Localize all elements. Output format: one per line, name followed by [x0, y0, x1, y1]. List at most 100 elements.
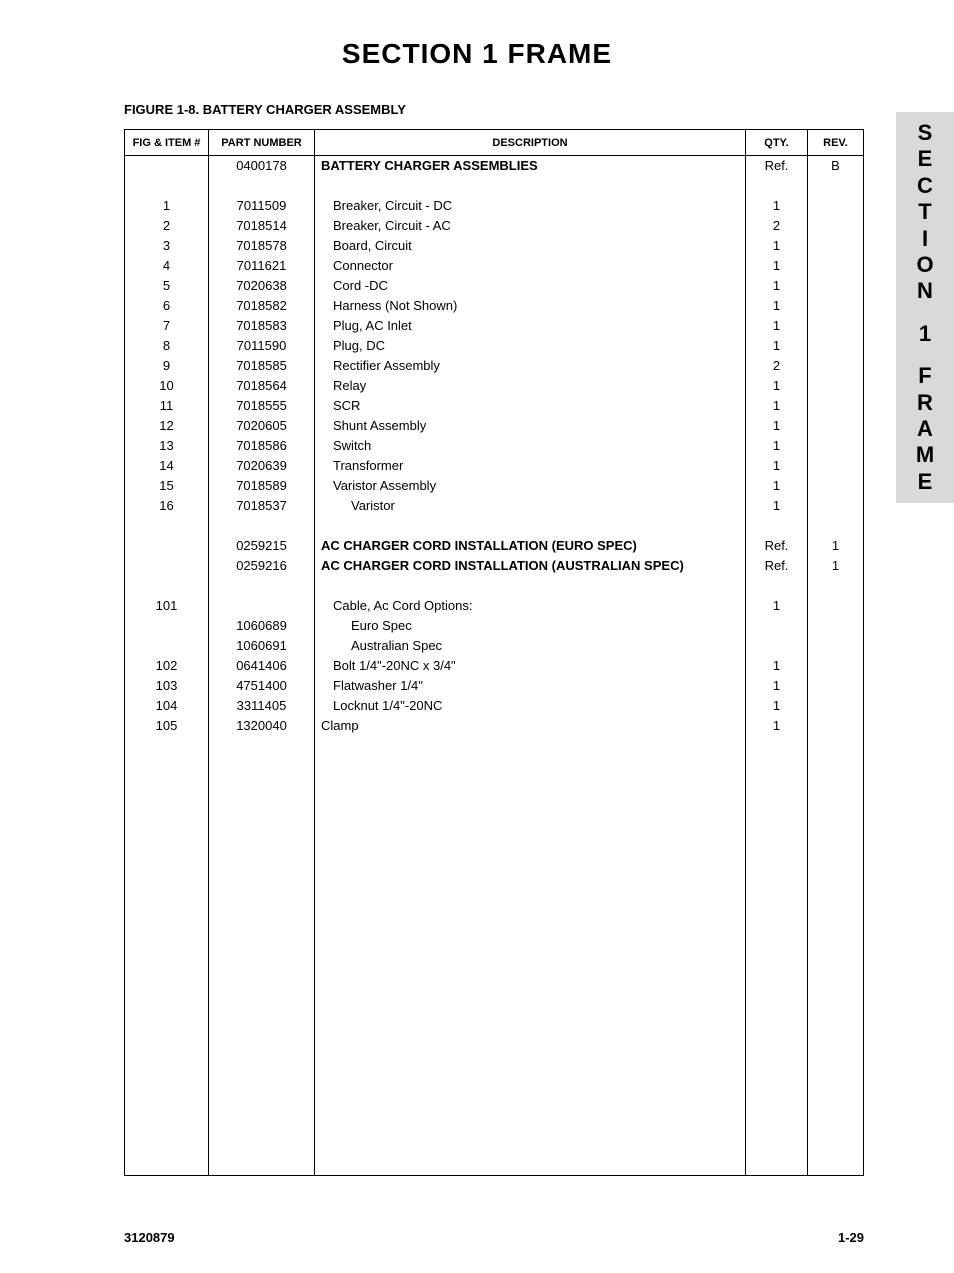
- cell-fig: 5: [125, 276, 209, 296]
- cell-rev: [808, 456, 864, 476]
- cell-desc: [315, 856, 746, 876]
- cell-part: [209, 516, 315, 536]
- table-row: [125, 576, 864, 596]
- cell-qty: 1: [746, 336, 808, 356]
- cell-rev: B: [808, 156, 864, 176]
- cell-fig: [125, 1076, 209, 1096]
- cell-fig: 11: [125, 396, 209, 416]
- cell-qty: 1: [746, 256, 808, 276]
- table-row: 0400178BATTERY CHARGER ASSEMBLIESRef.B: [125, 156, 864, 176]
- cell-qty: [746, 1136, 808, 1156]
- cell-desc: [315, 1036, 746, 1056]
- cell-fig: 8: [125, 336, 209, 356]
- cell-rev: [808, 956, 864, 976]
- cell-desc: Varistor Assembly: [315, 476, 746, 496]
- cell-part: [209, 996, 315, 1016]
- cell-rev: [808, 816, 864, 836]
- table-row: [125, 896, 864, 916]
- cell-part: 7018564: [209, 376, 315, 396]
- cell-qty: [746, 956, 808, 976]
- cell-desc: Euro Spec: [315, 616, 746, 636]
- cell-qty: 1: [746, 196, 808, 216]
- cell-qty: [746, 856, 808, 876]
- cell-rev: [808, 436, 864, 456]
- cell-part: 0641406: [209, 656, 315, 676]
- header-qty: QTY.: [746, 130, 808, 156]
- cell-fig: [125, 776, 209, 796]
- cell-fig: 6: [125, 296, 209, 316]
- cell-qty: [746, 796, 808, 816]
- cell-rev: [808, 716, 864, 736]
- cell-desc: [315, 916, 746, 936]
- cell-rev: [808, 516, 864, 536]
- table-row: [125, 176, 864, 196]
- cell-desc: [315, 1116, 746, 1136]
- cell-desc: Bolt 1/4"-20NC x 3/4": [315, 656, 746, 676]
- cell-fig: [125, 576, 209, 596]
- cell-qty: [746, 916, 808, 936]
- cell-qty: 1: [746, 716, 808, 736]
- side-tab-letter: S: [896, 120, 954, 146]
- cell-desc: Switch: [315, 436, 746, 456]
- side-tab-letter: R: [896, 390, 954, 416]
- cell-desc: [315, 996, 746, 1016]
- cell-qty: 1: [746, 476, 808, 496]
- cell-qty: 1: [746, 236, 808, 256]
- cell-part: 7018537: [209, 496, 315, 516]
- cell-desc: Board, Circuit: [315, 236, 746, 256]
- cell-rev: [808, 976, 864, 996]
- cell-desc: Varistor: [315, 496, 746, 516]
- cell-desc: Shunt Assembly: [315, 416, 746, 436]
- table-row: 67018582Harness (Not Shown)1: [125, 296, 864, 316]
- cell-part: [209, 1056, 315, 1076]
- cell-rev: [808, 476, 864, 496]
- table-row: [125, 996, 864, 1016]
- table-row: [125, 816, 864, 836]
- cell-fig: 10: [125, 376, 209, 396]
- cell-fig: 103: [125, 676, 209, 696]
- cell-fig: 16: [125, 496, 209, 516]
- cell-part: [209, 736, 315, 756]
- cell-desc: [315, 956, 746, 976]
- cell-rev: [808, 336, 864, 356]
- footer-right: 1-29: [838, 1230, 864, 1245]
- cell-part: 7011590: [209, 336, 315, 356]
- table-row: 101Cable, Ac Cord Options:1: [125, 596, 864, 616]
- table-row: 127020605Shunt Assembly1: [125, 416, 864, 436]
- table-row: 107018564Relay1: [125, 376, 864, 396]
- cell-desc: Flatwasher 1/4": [315, 676, 746, 696]
- cell-fig: [125, 916, 209, 936]
- cell-rev: [808, 356, 864, 376]
- table-row: [125, 936, 864, 956]
- table-row: [125, 976, 864, 996]
- cell-rev: [808, 196, 864, 216]
- cell-part: [209, 176, 315, 196]
- cell-fig: [125, 1096, 209, 1116]
- cell-rev: [808, 496, 864, 516]
- cell-fig: [125, 556, 209, 576]
- cell-qty: 1: [746, 496, 808, 516]
- cell-fig: 104: [125, 696, 209, 716]
- cell-desc: [315, 576, 746, 596]
- table-row: 137018586Switch1: [125, 436, 864, 456]
- cell-fig: 12: [125, 416, 209, 436]
- cell-rev: [808, 1116, 864, 1136]
- table-row: [125, 1076, 864, 1096]
- cell-part: [209, 1036, 315, 1056]
- cell-qty: [746, 616, 808, 636]
- side-tab-letter: A: [896, 416, 954, 442]
- cell-rev: [808, 876, 864, 896]
- cell-qty: 1: [746, 696, 808, 716]
- cell-part: [209, 1116, 315, 1136]
- cell-desc: [315, 1156, 746, 1176]
- cell-qty: 1: [746, 456, 808, 476]
- table-row: [125, 776, 864, 796]
- cell-part: 7020639: [209, 456, 315, 476]
- cell-rev: [808, 256, 864, 276]
- cell-part: [209, 936, 315, 956]
- cell-rev: [808, 936, 864, 956]
- table-row: 1043311405Locknut 1/4"-20NC1: [125, 696, 864, 716]
- cell-desc: [315, 1096, 746, 1116]
- cell-fig: 15: [125, 476, 209, 496]
- header-fig: FIG & ITEM #: [125, 130, 209, 156]
